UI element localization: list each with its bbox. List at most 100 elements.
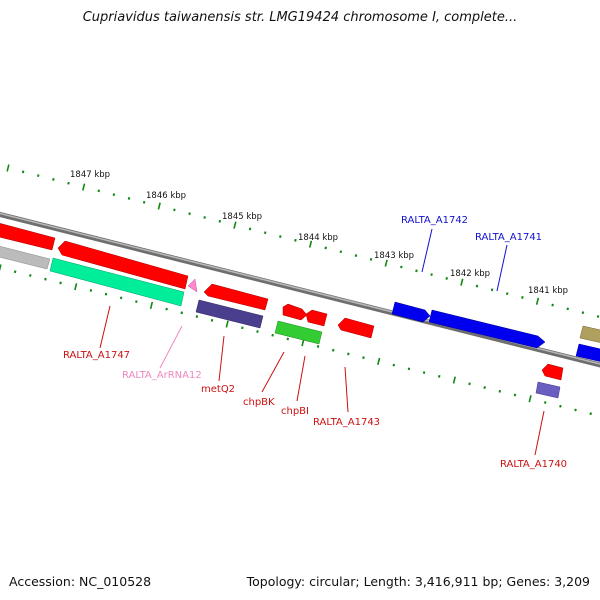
ruler-major-tick [157, 202, 161, 210]
ruler-minor-tick [392, 363, 396, 367]
ruler-major-tick [225, 320, 229, 328]
gene-arrow-ralta-a1740-red[interactable] [541, 363, 564, 381]
ruler-major-tick [233, 221, 237, 229]
ruler-minor-tick [36, 174, 40, 178]
ruler-minor-tick [468, 382, 471, 386]
ruler-minor-tick [173, 208, 176, 212]
ruler-label: 1846 kbp [146, 191, 186, 201]
ruler-minor-tick [543, 401, 547, 404]
inner-ruler [0, 264, 592, 416]
gene-labels: RALTA_A1742 RALTA_A1741 RALTA_A1747 RALT… [63, 215, 567, 470]
ruler-label: 1841 kbp [528, 286, 568, 296]
leader-lines [99, 228, 545, 456]
gene-label-ralta-a1741: RALTA_A1741 [475, 232, 542, 243]
gene-label-ralta-a1740: RALTA_A1740 [500, 459, 567, 470]
ruler-minor-tick [513, 393, 517, 397]
ruler-minor-tick [142, 200, 146, 204]
ruler-major-tick [301, 339, 305, 347]
gene-arrow[interactable] [0, 245, 51, 270]
ruler-minor-tick [13, 270, 17, 274]
ruler-minor-tick [559, 404, 562, 408]
ruler-minor-tick [294, 238, 297, 242]
ruler-minor-tick [407, 367, 411, 371]
ruler-minor-tick [127, 197, 131, 200]
ruler-minor-tick [422, 371, 426, 375]
gene-arrow-ralta-a1747[interactable] [57, 240, 189, 290]
ruler-minor-tick [362, 356, 365, 360]
ruler-minor-tick [521, 296, 524, 299]
gene-arrow-chpbi[interactable] [305, 309, 328, 327]
gene-label-ralta-a1743: RALTA_A1743 [313, 417, 380, 428]
ruler-minor-tick [188, 212, 191, 216]
ruler-major-tick [460, 278, 464, 286]
ruler-minor-tick [44, 277, 47, 281]
ruler-minor-tick [279, 235, 282, 238]
ruler-minor-tick [89, 289, 93, 292]
ruler-minor-tick [490, 288, 494, 292]
ruler-minor-tick [112, 193, 116, 197]
ruler-major-tick [308, 240, 313, 248]
gene-arrow-green[interactable] [274, 320, 323, 345]
gene-arrow-ralta-a1743[interactable] [337, 317, 375, 339]
gene-label-metq2: metQ2 [201, 384, 235, 395]
gene-arrow-chpbk[interactable] [282, 303, 308, 321]
gene-arrow-rrna[interactable] [49, 257, 185, 307]
ruler-minor-tick [369, 257, 373, 261]
gene-arrow[interactable] [0, 222, 56, 251]
ruler-major-tick [452, 376, 456, 384]
ruler-label: 1842 kbp [450, 269, 490, 279]
ruler-minor-tick [218, 219, 222, 223]
ruler-major-tick [149, 301, 154, 309]
outer-ruler [6, 164, 600, 318]
ruler-minor-tick [316, 345, 320, 348]
gene-arrow-olive[interactable] [579, 325, 600, 343]
gene-arrow-metq2[interactable] [203, 283, 269, 311]
ruler-label: 1843 kbp [374, 251, 414, 261]
ruler-minor-tick [331, 348, 335, 352]
gene-features [0, 222, 600, 399]
gene-arrow-blue-right[interactable] [575, 343, 600, 362]
ruler-major-tick [377, 357, 381, 365]
ruler-minor-tick [135, 300, 138, 304]
ruler-minor-tick [589, 412, 592, 416]
ruler-major-tick [82, 183, 86, 191]
genome-stats-label: Topology: circular; Length: 3,416,911 bp… [246, 574, 590, 589]
ruler-minor-tick [241, 326, 244, 330]
ruler-minor-tick [339, 250, 343, 254]
accession-label: Accession: NC_010528 [9, 574, 152, 589]
gene-arrow-ralta-a1742[interactable] [391, 301, 431, 323]
ruler-minor-tick [505, 292, 509, 296]
ruler-minor-tick [97, 189, 101, 193]
map-title: Cupriavidus taiwanensis str. LMG19424 ch… [82, 10, 518, 25]
ruler-minor-tick [347, 352, 350, 356]
ruler-minor-tick [437, 374, 441, 378]
ruler-minor-tick [210, 318, 214, 322]
ruler-minor-tick [67, 181, 70, 185]
gene-arrow-trna[interactable] [187, 278, 198, 293]
ruler-major-tick [74, 283, 78, 291]
ruler-minor-tick [256, 330, 259, 333]
gene-label-ralta-a1747: RALTA_A1747 [63, 350, 130, 361]
ruler-major-tick [384, 259, 388, 267]
ruler-minor-tick [581, 311, 585, 315]
ruler-minor-tick [21, 170, 25, 174]
ruler-minor-tick [400, 265, 403, 269]
gene-arrow-pseudo[interactable] [195, 299, 264, 329]
ruler-label: 1845 kbp [222, 212, 262, 222]
ruler-minor-tick [29, 274, 32, 277]
ruler-minor-tick [180, 311, 184, 315]
ruler-minor-tick [354, 254, 358, 257]
gene-arrow-ralta-a1740-purple[interactable] [535, 381, 561, 399]
ruler-minor-tick [104, 292, 108, 296]
ruler-minor-tick [165, 307, 168, 311]
ruler-major-tick [535, 297, 540, 305]
ruler-minor-tick [59, 281, 62, 285]
gene-arrow-ralta-a1741[interactable] [428, 309, 546, 349]
ruler-minor-tick [415, 269, 418, 273]
gene-label-chpbk: chpBK [243, 397, 275, 408]
ruler-minor-tick [551, 303, 554, 307]
ruler-minor-tick [195, 315, 199, 318]
ruler-label: 1844 kbp [298, 233, 338, 243]
ruler-minor-tick [203, 216, 206, 219]
